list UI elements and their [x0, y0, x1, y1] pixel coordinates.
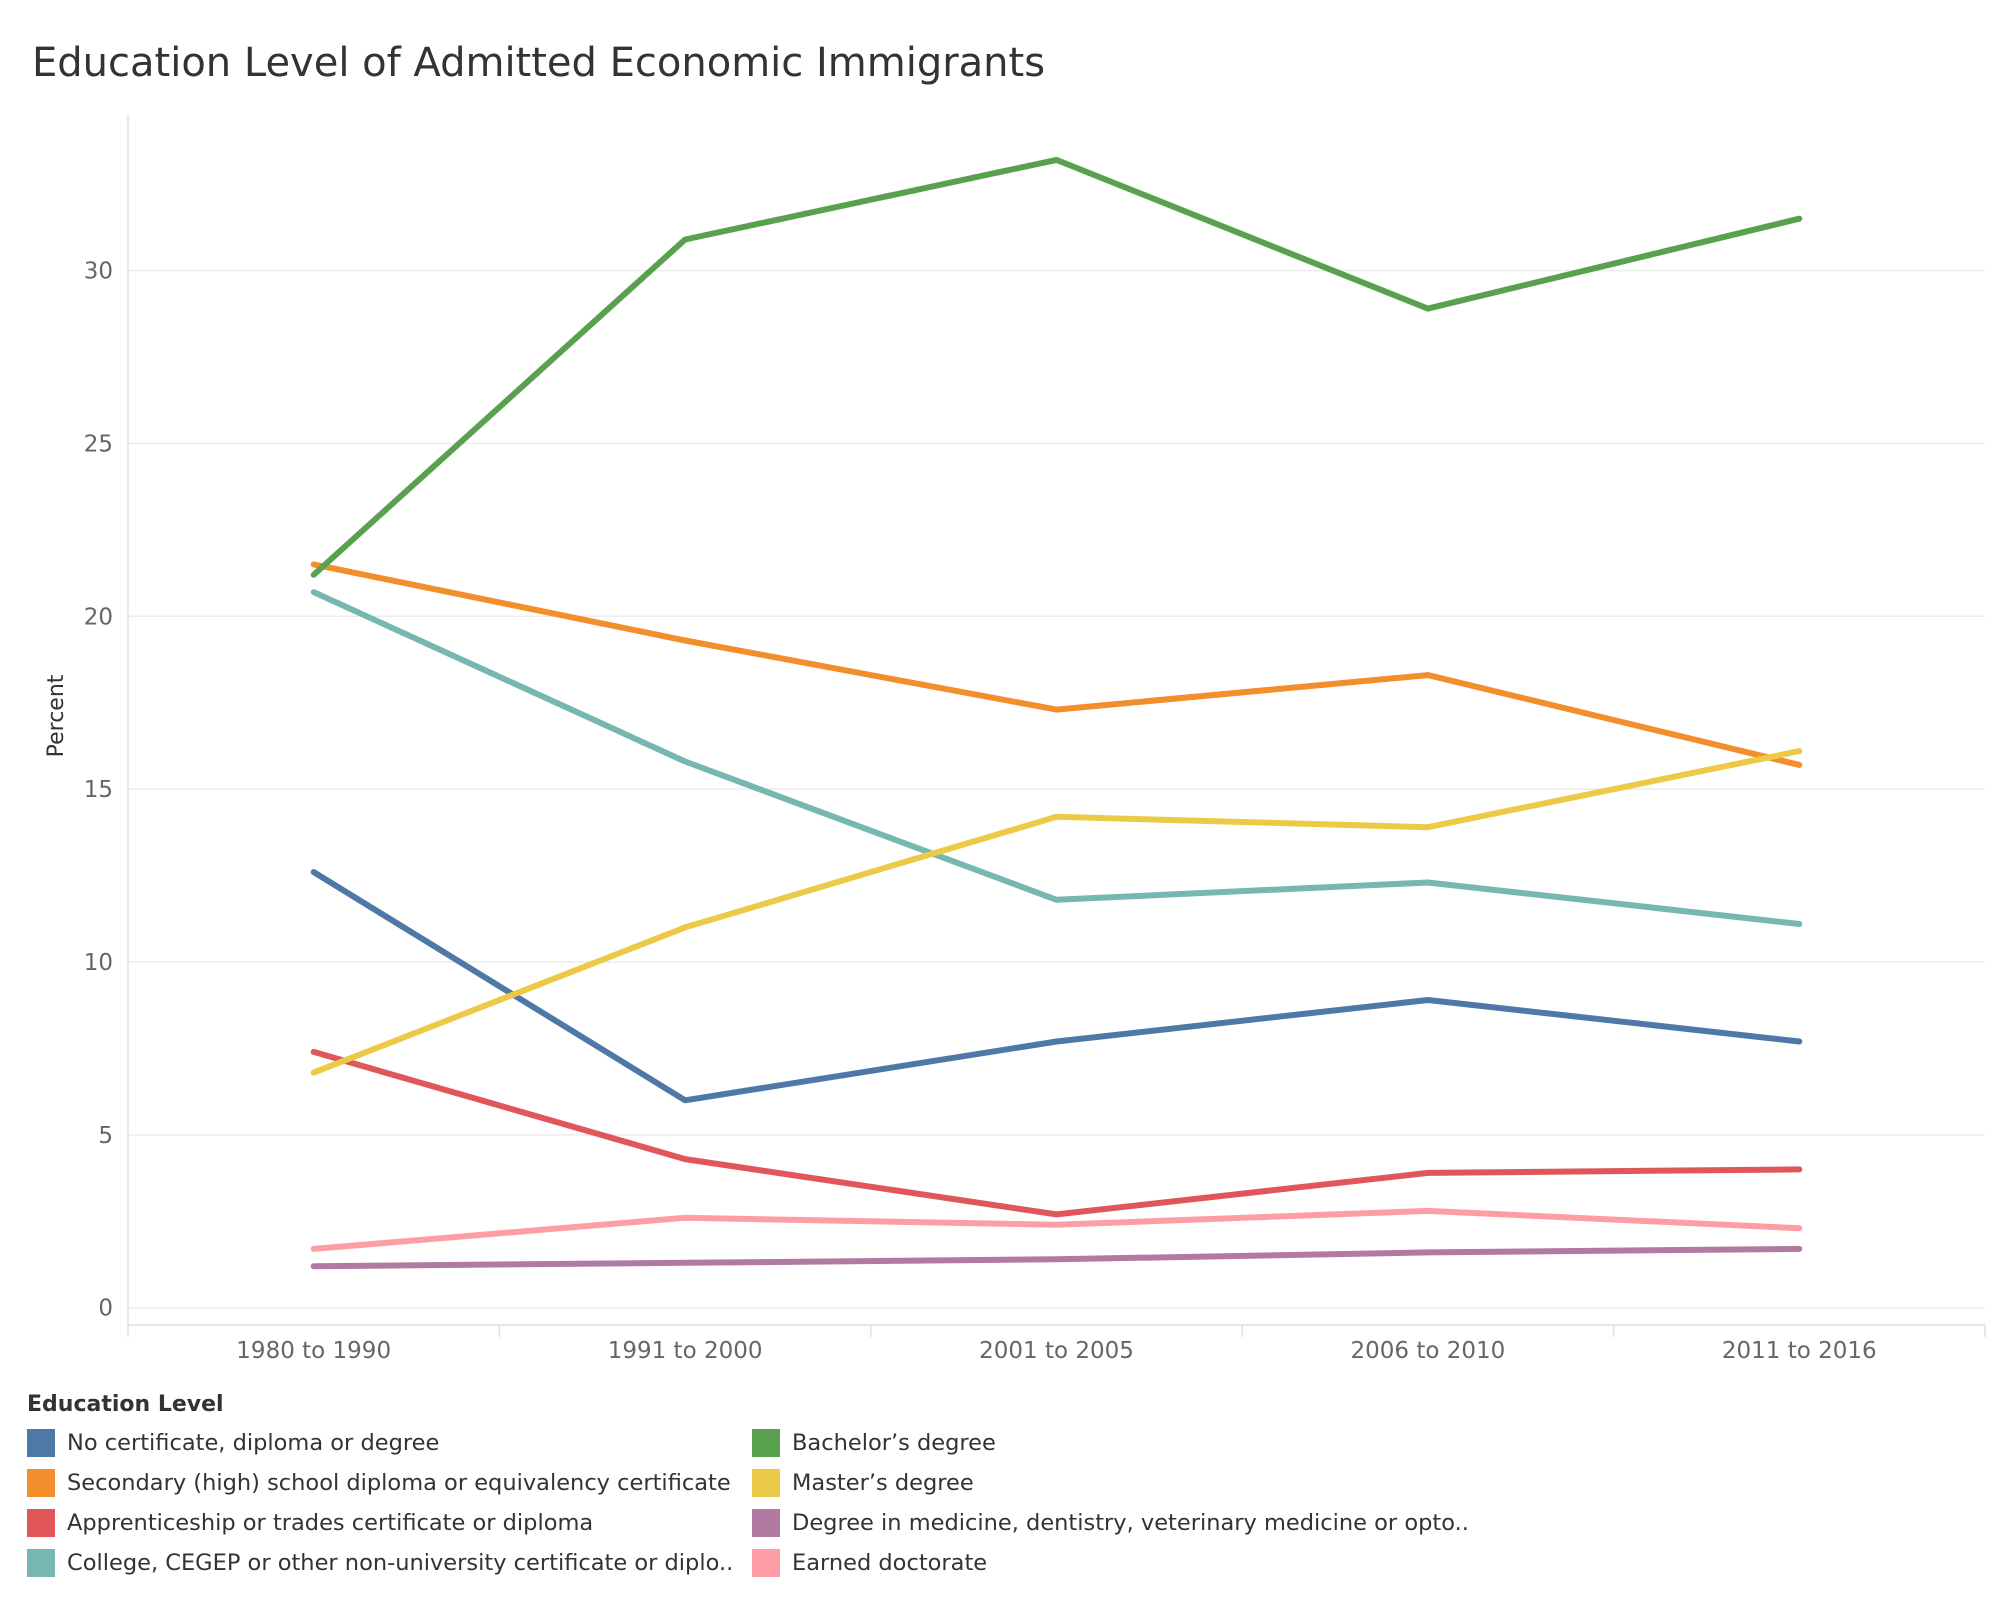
legend-label: Bachelor’s degree [792, 1430, 996, 1456]
series-line [310, 589, 1803, 927]
legend-label: No certificate, diploma or degree [67, 1430, 440, 1456]
series-line [310, 1245, 1803, 1270]
legend-swatch [752, 1429, 780, 1457]
y-tick-label: 5 [98, 1123, 113, 1149]
legend-label: Apprenticeship or trades certificate or … [67, 1510, 594, 1536]
y-tick-label: 0 [98, 1296, 113, 1322]
line-chart: 0 5 10 15 20 25 30 1980 to 1990 1991 to 2000 2001… [44, 115, 1986, 1364]
legend-item[interactable]: Master’s degree [752, 1468, 1752, 1498]
legend-item[interactable]: Secondary (high) school diploma or equiv… [27, 1468, 752, 1498]
legend-label: College, CEGEP or other non-university c… [67, 1550, 734, 1576]
y-tick-label: 20 [84, 604, 113, 630]
legend-swatch [27, 1469, 55, 1497]
x-tick-label: 2006 to 2010 [1351, 1338, 1506, 1364]
legend-label: Secondary (high) school diploma or equiv… [67, 1470, 731, 1496]
y-tick-label: 15 [84, 777, 113, 803]
chart-title: Education Level of Admitted Economic Imm… [32, 40, 1046, 86]
x-tick-label: 1991 to 2000 [608, 1338, 763, 1364]
series-line [310, 748, 1803, 1076]
legend-swatch [752, 1549, 780, 1577]
legend-item[interactable]: No certificate, diploma or degree [27, 1428, 752, 1458]
y-tick-label: 30 [84, 259, 113, 285]
series-line [310, 1207, 1803, 1252]
y-tick-label: 25 [84, 431, 113, 457]
legend-title: Education Level [27, 1392, 224, 1417]
y-tick-label: 10 [84, 950, 113, 976]
x-tick-label: 1980 to 1990 [236, 1338, 391, 1364]
legend: Education Level No certificate, diploma … [27, 1390, 1987, 1578]
x-tick-label: 2011 to 2016 [1722, 1338, 1877, 1364]
legend-label: Master’s degree [792, 1470, 974, 1496]
legend-item[interactable]: Bachelor’s degree [752, 1428, 1752, 1458]
axes: 0 5 10 15 20 25 30 1980 to 1990 1991 to 2000 2001… [84, 115, 1986, 1364]
legend-label: Earned doctorate [792, 1550, 988, 1576]
legend-swatch [752, 1469, 780, 1497]
legend-swatch [27, 1549, 55, 1577]
legend-swatch [27, 1509, 55, 1537]
legend-item[interactable]: Apprenticeship or trades certificate or … [27, 1508, 752, 1538]
legend-label: Degree in medicine, dentistry, veterinar… [792, 1510, 1469, 1536]
x-tick-label: 2001 to 2005 [979, 1338, 1134, 1364]
series-line [310, 1048, 1803, 1218]
series-line [310, 869, 1803, 1104]
series-line [310, 561, 1803, 768]
series-lines [310, 156, 1803, 1270]
legend-swatch [752, 1509, 780, 1537]
series-line [310, 156, 1803, 578]
legend-item[interactable]: Earned doctorate [752, 1548, 1752, 1578]
gridlines [128, 269, 1985, 1309]
legend-item[interactable]: Degree in medicine, dentistry, veterinar… [752, 1508, 1752, 1538]
legend-items: No certificate, diploma or degree Bachelo… [27, 1428, 1987, 1578]
legend-swatch [27, 1429, 55, 1457]
legend-item[interactable]: College, CEGEP or other non-university c… [27, 1548, 752, 1578]
y-axis-title: Percent [44, 674, 69, 757]
